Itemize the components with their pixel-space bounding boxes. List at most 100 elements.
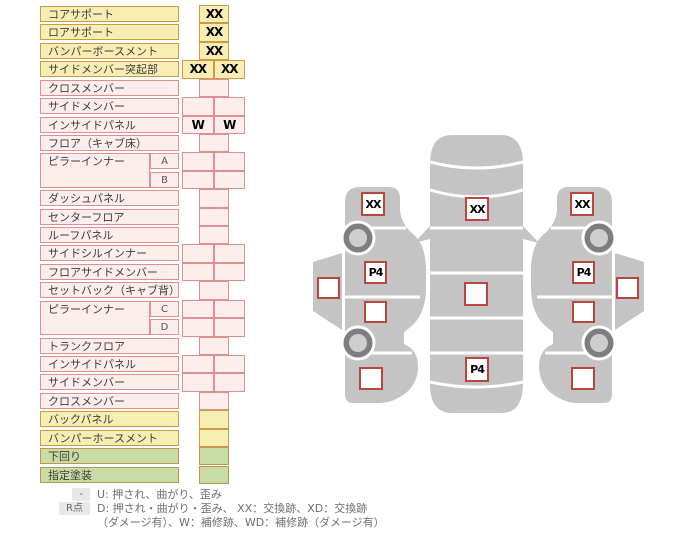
damage-cell[interactable] [182, 318, 214, 337]
damage-cell[interactable] [182, 170, 214, 190]
damage-cell[interactable] [213, 299, 245, 319]
legend-line-d2: （ダメージ有）、W：補修跡、WD：補修跡（ダメージ有） [49, 516, 469, 529]
damage-cell[interactable] [199, 207, 229, 227]
parts-table: コアサポート XX ロアサポート XX バンパーボースメント XX サイドメンバー突起部 XX… [40, 5, 250, 485]
pillar-sub-label: A [150, 153, 179, 170]
table-row: セットバック（キャブ背） [40, 281, 250, 300]
table-row: バンパーボースメント XX [40, 41, 250, 61]
part-label: フロア（キャブ床） [40, 134, 179, 151]
table-row: ルーフパネル [40, 226, 250, 245]
damage-cell[interactable]: XX [199, 23, 229, 42]
marker-right-front-door[interactable] [616, 277, 639, 299]
marker-top-hood[interactable]: XX [465, 197, 489, 221]
damage-cell[interactable] [213, 244, 245, 263]
damage-cell[interactable] [182, 152, 214, 171]
damage-cell[interactable] [182, 373, 214, 392]
damage-cell[interactable] [213, 262, 245, 282]
part-label: サイドメンバー [40, 374, 179, 391]
part-label: サイドシルインナー [40, 245, 179, 262]
part-label: センターフロア [40, 208, 179, 225]
damage-cell[interactable] [199, 226, 229, 245]
table-row: コアサポート XX [40, 5, 250, 24]
marker-right-rocker[interactable] [572, 301, 595, 323]
damage-cell[interactable] [182, 354, 214, 374]
damage-cell[interactable] [182, 299, 214, 319]
part-label: コアサポート [40, 6, 179, 23]
marker-right-rear-fender[interactable] [571, 367, 595, 390]
part-label: フロアサイドメンバー [40, 263, 179, 280]
table-row: サイドメンバー突起部 XX XX [40, 60, 250, 79]
part-label: バンパーボースメント [40, 42, 179, 59]
table-row: クロスメンバー [40, 78, 250, 98]
marker-left-rocker[interactable] [364, 301, 387, 323]
damage-cell[interactable] [199, 189, 229, 208]
damage-cell[interactable] [199, 410, 229, 429]
left-rear-wheel [340, 325, 376, 361]
pillar-sub-label: B [150, 171, 179, 188]
damage-cell[interactable]: W [213, 115, 245, 134]
damage-cell[interactable]: XX [182, 60, 214, 79]
marker-right-pillar[interactable]: P4 [572, 261, 595, 284]
damage-cell[interactable] [199, 465, 229, 484]
damage-cell[interactable] [182, 244, 214, 263]
table-row: インサイドパネル [40, 354, 250, 374]
part-label: ピラーインナー [40, 153, 150, 188]
right-rear-wheel [581, 325, 617, 361]
damage-cell[interactable] [199, 428, 229, 448]
damage-cell[interactable] [199, 391, 229, 411]
damage-cell[interactable] [213, 97, 245, 116]
damage-cell[interactable]: XX [213, 60, 245, 79]
table-row: インサイドパネル W W [40, 115, 250, 134]
right-mirror [523, 226, 539, 243]
damage-cell[interactable] [213, 318, 245, 337]
marker-left-front-door[interactable] [317, 277, 340, 299]
part-label: クロスメンバー [40, 392, 179, 409]
legend-text-d: D: 押され・曲がり・歪み、 XX：交換跡、XD：交換跡 [97, 502, 368, 515]
damage-cell[interactable] [213, 373, 245, 392]
part-label: セットバック（キャブ背） [40, 282, 179, 299]
damage-cell[interactable]: XX [199, 41, 229, 61]
damage-cell[interactable] [213, 354, 245, 374]
table-row: ピラーインナー A [40, 152, 250, 188]
damage-cell[interactable] [199, 336, 229, 355]
damage-cell[interactable] [182, 262, 214, 282]
marker-top-roof[interactable] [464, 282, 488, 306]
table-row: クロスメンバー [40, 391, 250, 411]
damage-cell[interactable]: XX [199, 5, 229, 24]
table-row: D [40, 318, 250, 337]
marker-top-trunk[interactable]: P4 [465, 357, 489, 382]
damage-cell[interactable]: W [182, 115, 214, 134]
part-label: 指定塗装 [40, 466, 179, 483]
table-row: バックパネル [40, 410, 250, 429]
damage-cell[interactable] [213, 152, 245, 171]
part-label: ダッシュパネル [40, 190, 179, 207]
marker-left-rear-fender[interactable] [359, 367, 383, 390]
left-mirror [414, 226, 430, 243]
pillar-sub-label: D [150, 319, 179, 336]
pillar-sub-label: C [150, 300, 179, 317]
legend-badge-rpoint: R点 [59, 502, 90, 515]
table-row: トランクフロア [40, 336, 250, 355]
legend-badge-dash: - [72, 488, 90, 501]
marker-left-pillar[interactable]: P4 [364, 261, 387, 284]
marker-right-front-fender[interactable]: XX [570, 192, 594, 216]
damage-cell[interactable] [182, 97, 214, 116]
table-row: ダッシュパネル [40, 189, 250, 208]
damage-cell[interactable] [199, 133, 229, 153]
damage-cell[interactable] [199, 281, 229, 300]
part-label: ピラーインナー [40, 300, 150, 336]
damage-cell[interactable] [199, 78, 229, 98]
marker-left-front-fender[interactable]: XX [361, 192, 385, 216]
part-label: クロスメンバー [40, 79, 179, 96]
damage-cell[interactable] [213, 170, 245, 190]
legend-line-u: - U: 押され、曲がり、歪み [49, 488, 469, 501]
table-row: B [40, 170, 250, 190]
table-row: ロアサポート XX [40, 23, 250, 42]
legend: - U: 押され、曲がり、歪み R点 D: 押され・曲がり・歪み、 XX：交換跡… [49, 488, 469, 530]
part-label: インサイドパネル [40, 355, 179, 372]
part-label: インサイドパネル [40, 116, 179, 133]
part-label: バックパネル [40, 411, 179, 428]
damage-cell[interactable] [199, 447, 229, 466]
part-label: バンパーホースメント [40, 429, 179, 446]
